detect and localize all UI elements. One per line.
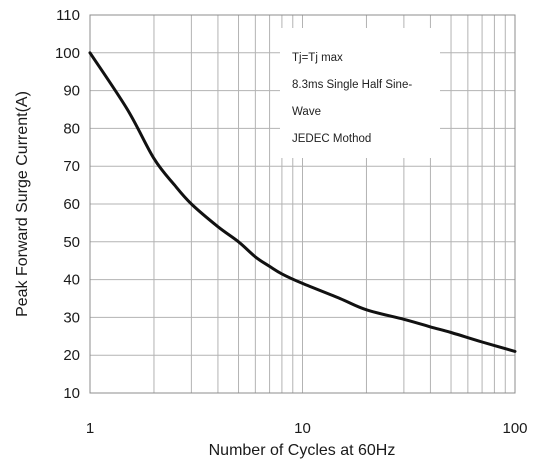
x-tick-label: 1: [86, 420, 94, 437]
annotation-line-2: 8.3ms Single Half Sine-: [292, 79, 412, 91]
y-tick-label: 90: [63, 83, 80, 100]
x-tick-label: 100: [502, 420, 527, 437]
x-axis-title: Number of Cycles at 60Hz: [209, 442, 396, 459]
series-layer: [88, 51, 517, 353]
annotation-background: [280, 28, 440, 158]
y-tick-label: 40: [63, 272, 80, 289]
y-tick-label: 70: [63, 158, 80, 175]
y-tick-label: 60: [63, 196, 80, 213]
plot-border: [89, 14, 516, 394]
y-tick-labels: 10 20 30 40 50 60 70 80 90 100 110: [55, 7, 80, 402]
y-tick-label: 80: [63, 120, 80, 137]
y-tick-label: 100: [55, 45, 80, 62]
y-tick-label: 10: [63, 385, 80, 402]
y-tick-label: 30: [63, 309, 80, 326]
annotation-line-4: JEDEC Mothod: [292, 133, 371, 145]
annotation-line-1: Tj=Tj max: [292, 52, 343, 64]
x-tick-labels: 1 10 100: [86, 420, 528, 437]
annotation-line-3: Wave: [292, 106, 321, 118]
y-axis-title: Peak Forward Surge Current(A): [14, 91, 31, 317]
series-line-0: [88, 51, 517, 353]
y-tick-label: 20: [63, 347, 80, 364]
x-tick-label: 10: [294, 420, 311, 437]
annotation-box: Tj=Tj max 8.3ms Single Half Sine- Wave J…: [280, 28, 440, 158]
y-tick-label: 50: [63, 234, 80, 251]
y-tick-label: 110: [56, 7, 80, 24]
